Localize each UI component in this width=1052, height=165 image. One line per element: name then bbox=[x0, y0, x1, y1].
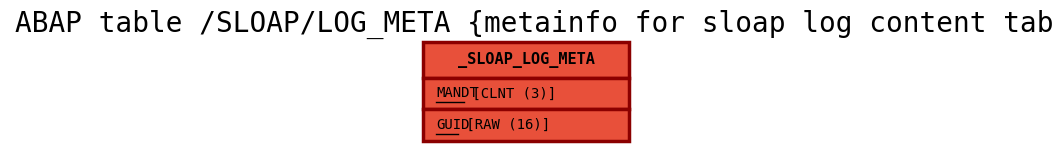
Text: _SLOAP_LOG_META: _SLOAP_LOG_META bbox=[458, 52, 594, 68]
Bar bbox=[423, 78, 629, 109]
Text: MANDT: MANDT bbox=[436, 86, 478, 100]
Text: GUID: GUID bbox=[436, 118, 469, 132]
Bar bbox=[423, 42, 629, 78]
Text: [RAW (16)]: [RAW (16)] bbox=[459, 118, 550, 132]
Text: [CLNT (3)]: [CLNT (3)] bbox=[464, 86, 557, 100]
Text: SAP ABAP table /SLOAP/LOG_META {metainfo for sloap log content table}: SAP ABAP table /SLOAP/LOG_META {metainfo… bbox=[0, 10, 1052, 39]
Bar bbox=[423, 109, 629, 141]
